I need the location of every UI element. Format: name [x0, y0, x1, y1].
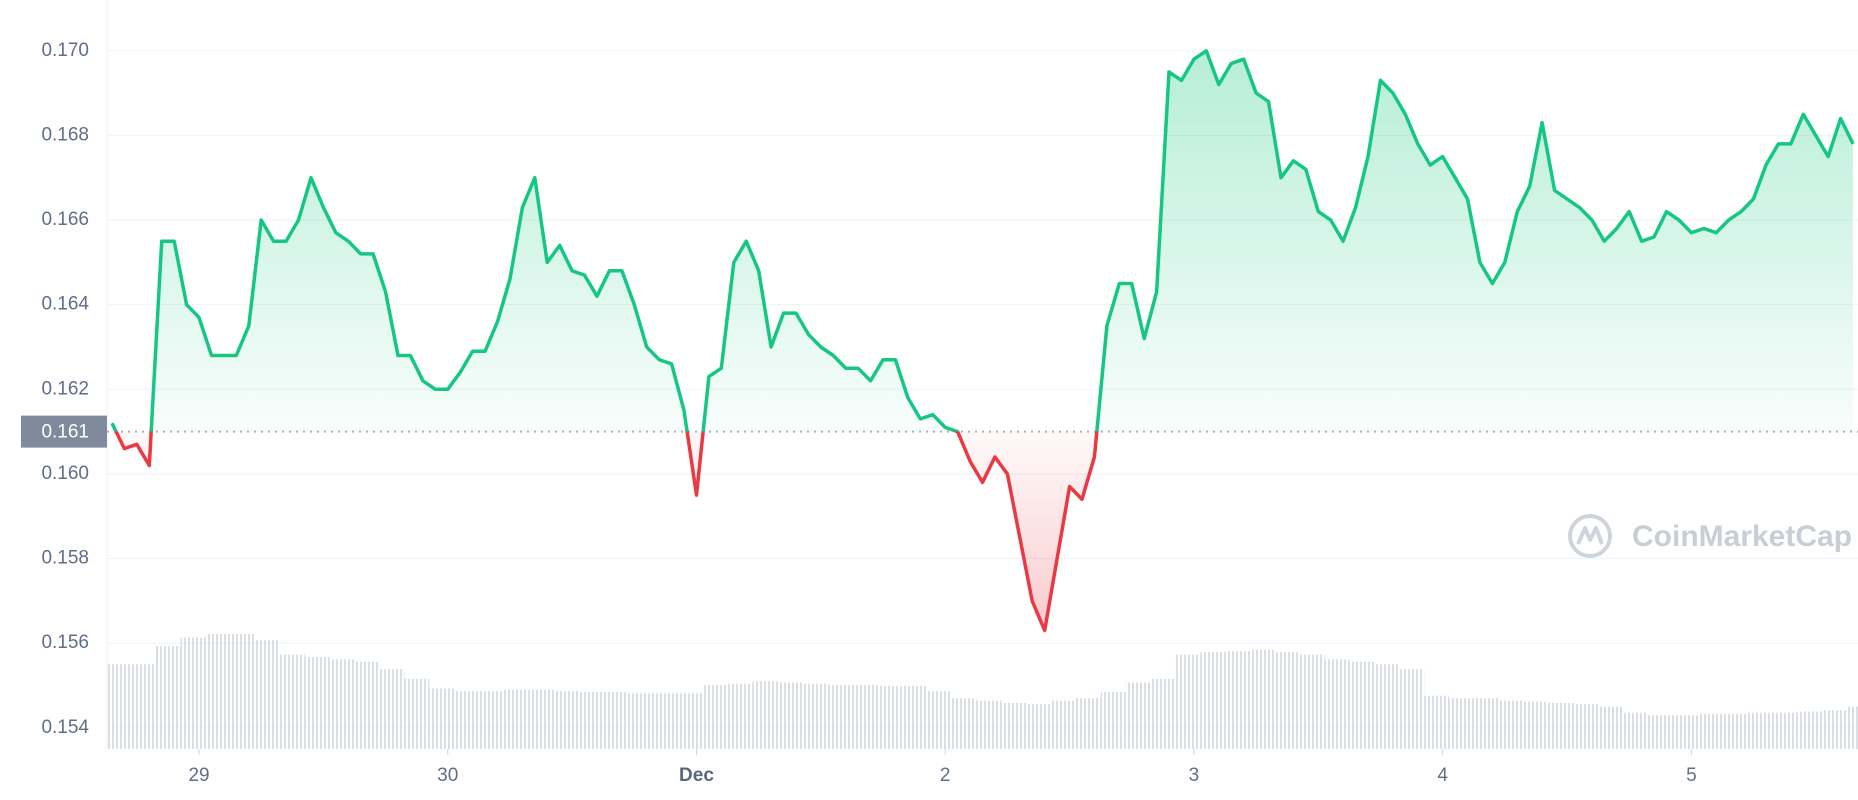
volume-bar	[1100, 692, 1126, 749]
volume-bar	[105, 664, 131, 749]
volume-bar	[1075, 698, 1101, 749]
volume-bar	[1225, 650, 1251, 749]
y-tick-label: 0.166	[41, 209, 89, 230]
volume-bar	[1051, 700, 1076, 749]
volume-bar	[926, 690, 952, 749]
y-tick-label: 0.170	[41, 40, 89, 61]
x-tick-label: 3	[1189, 765, 1200, 786]
volume-bar	[1424, 695, 1450, 749]
volume-bar	[628, 693, 654, 749]
volume-bar	[1672, 715, 1698, 749]
volume-bar	[1598, 706, 1624, 749]
volume-bar	[802, 683, 828, 749]
x-tick-label: 5	[1686, 765, 1697, 786]
x-tick-label: Dec	[679, 765, 714, 786]
volume-bar	[1150, 678, 1176, 749]
price-area	[112, 50, 1853, 631]
volume-bar	[230, 634, 256, 749]
volume-bar	[354, 661, 380, 749]
volume-bar	[777, 682, 803, 749]
volume-bar	[1648, 715, 1673, 749]
volume-bar	[404, 678, 430, 749]
price-line	[110, 49, 1855, 633]
volume-bar	[1623, 712, 1649, 749]
volume-bar	[304, 657, 330, 749]
volume-bar	[702, 684, 728, 749]
volume-bar	[1001, 703, 1027, 749]
x-tick-label: 30	[437, 765, 458, 786]
volume-bar	[1747, 712, 1773, 749]
volume-bar	[603, 692, 629, 749]
baseline-label-box	[21, 415, 107, 448]
volume-bar	[255, 640, 281, 749]
volume-bar	[155, 646, 181, 749]
volume-bar	[503, 689, 529, 749]
volume-bar	[1250, 649, 1275, 749]
volume-bar	[329, 659, 355, 749]
volume-bar	[205, 634, 231, 749]
x-tick-label: 4	[1437, 765, 1448, 786]
volume-bar	[1822, 710, 1848, 749]
volume-bar	[528, 689, 554, 749]
volume-bar	[1349, 661, 1375, 749]
volume-bar	[1449, 698, 1474, 749]
volume-bar	[653, 693, 679, 749]
volume-bar	[1299, 654, 1325, 749]
y-tick-label: 0.160	[41, 463, 89, 484]
y-tick-label: 0.168	[41, 124, 89, 145]
volume-bar	[1274, 652, 1300, 749]
volume-bar	[852, 684, 878, 749]
volume-bar	[976, 700, 1002, 749]
volume-bar	[1523, 701, 1549, 749]
volume-bar	[877, 686, 902, 749]
volume-bar	[1125, 682, 1151, 749]
volume-bar	[1026, 704, 1052, 749]
volume-bar	[1722, 713, 1748, 749]
volume-bar	[678, 693, 703, 749]
volume-bar	[429, 688, 455, 749]
y-tick-label: 0.162	[41, 378, 89, 399]
volume-bar	[1473, 698, 1499, 749]
volume-bar	[1399, 669, 1425, 749]
y-tick-label: 0.154	[41, 717, 89, 738]
volume-bar	[180, 637, 206, 749]
volume-bar	[553, 690, 579, 749]
volume-bar	[1772, 712, 1798, 749]
y-tick-label: 0.164	[41, 294, 89, 315]
volume-bar	[130, 664, 156, 749]
volume-bar	[951, 698, 977, 749]
baseline-label: 0.161	[41, 422, 89, 443]
x-tick-label: 29	[188, 765, 209, 786]
volume-bar	[1548, 703, 1574, 749]
volume-bar	[1847, 706, 1858, 749]
volume-bar	[454, 690, 480, 749]
volume-bar	[1697, 713, 1723, 749]
volume-bar	[752, 681, 778, 749]
volume-bar	[727, 683, 753, 749]
volume-bar	[479, 690, 504, 749]
volume-bar	[1200, 652, 1226, 749]
volume-bar	[280, 654, 305, 749]
volume-bar	[1498, 700, 1524, 749]
volume-bar	[1797, 711, 1823, 749]
volume-bar	[1324, 659, 1350, 749]
volume-bar	[379, 669, 405, 749]
watermark-text: CoinMarketCap	[1632, 520, 1852, 553]
y-tick-label: 0.156	[41, 632, 89, 653]
watermark: CoinMarketCap	[1568, 514, 1852, 558]
volume-bar	[1175, 654, 1201, 749]
volume-bar	[1573, 704, 1599, 749]
volume-bar	[901, 686, 927, 749]
y-tick-label: 0.158	[41, 548, 89, 569]
volume-bar	[827, 684, 853, 749]
x-tick-label: 2	[940, 765, 951, 786]
volume-bar	[578, 692, 604, 749]
volume-bar	[1374, 664, 1400, 749]
